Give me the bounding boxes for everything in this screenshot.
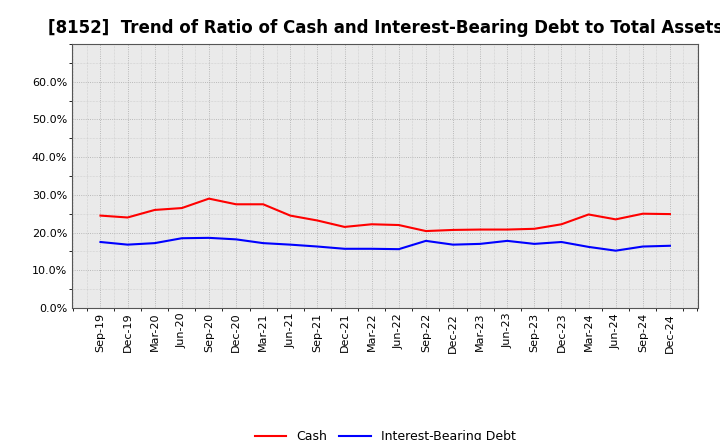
Interest-Bearing Debt	[449, 242, 457, 247]
Cash	[150, 207, 159, 213]
Interest-Bearing Debt	[259, 241, 268, 246]
Cash	[476, 227, 485, 232]
Interest-Bearing Debt	[639, 244, 647, 249]
Interest-Bearing Debt	[557, 239, 566, 245]
Cash	[665, 212, 674, 217]
Interest-Bearing Debt	[503, 238, 511, 243]
Interest-Bearing Debt	[150, 241, 159, 246]
Cash	[584, 212, 593, 217]
Interest-Bearing Debt	[421, 238, 430, 243]
Title: [8152]  Trend of Ratio of Cash and Interest-Bearing Debt to Total Assets: [8152] Trend of Ratio of Cash and Intere…	[48, 19, 720, 37]
Cash	[530, 226, 539, 231]
Cash	[449, 227, 457, 233]
Cash	[341, 224, 349, 230]
Interest-Bearing Debt	[232, 237, 240, 242]
Legend: Cash, Interest-Bearing Debt: Cash, Interest-Bearing Debt	[250, 425, 521, 440]
Cash	[395, 222, 403, 227]
Cash	[503, 227, 511, 232]
Cash	[123, 215, 132, 220]
Interest-Bearing Debt	[123, 242, 132, 247]
Interest-Bearing Debt	[286, 242, 294, 247]
Interest-Bearing Debt	[96, 239, 105, 245]
Interest-Bearing Debt	[178, 235, 186, 241]
Interest-Bearing Debt	[665, 243, 674, 249]
Cash	[611, 217, 620, 222]
Cash	[96, 213, 105, 218]
Interest-Bearing Debt	[611, 248, 620, 253]
Interest-Bearing Debt	[530, 241, 539, 246]
Cash	[313, 218, 322, 223]
Interest-Bearing Debt	[476, 241, 485, 246]
Interest-Bearing Debt	[313, 244, 322, 249]
Cash	[557, 222, 566, 227]
Interest-Bearing Debt	[584, 244, 593, 249]
Line: Interest-Bearing Debt: Interest-Bearing Debt	[101, 238, 670, 251]
Interest-Bearing Debt	[367, 246, 376, 251]
Cash	[204, 196, 213, 201]
Cash	[232, 202, 240, 207]
Cash	[367, 222, 376, 227]
Cash	[286, 213, 294, 218]
Cash	[178, 205, 186, 211]
Cash	[639, 211, 647, 216]
Interest-Bearing Debt	[204, 235, 213, 241]
Line: Cash: Cash	[101, 198, 670, 231]
Cash	[421, 228, 430, 234]
Cash	[259, 202, 268, 207]
Interest-Bearing Debt	[341, 246, 349, 251]
Interest-Bearing Debt	[395, 246, 403, 252]
